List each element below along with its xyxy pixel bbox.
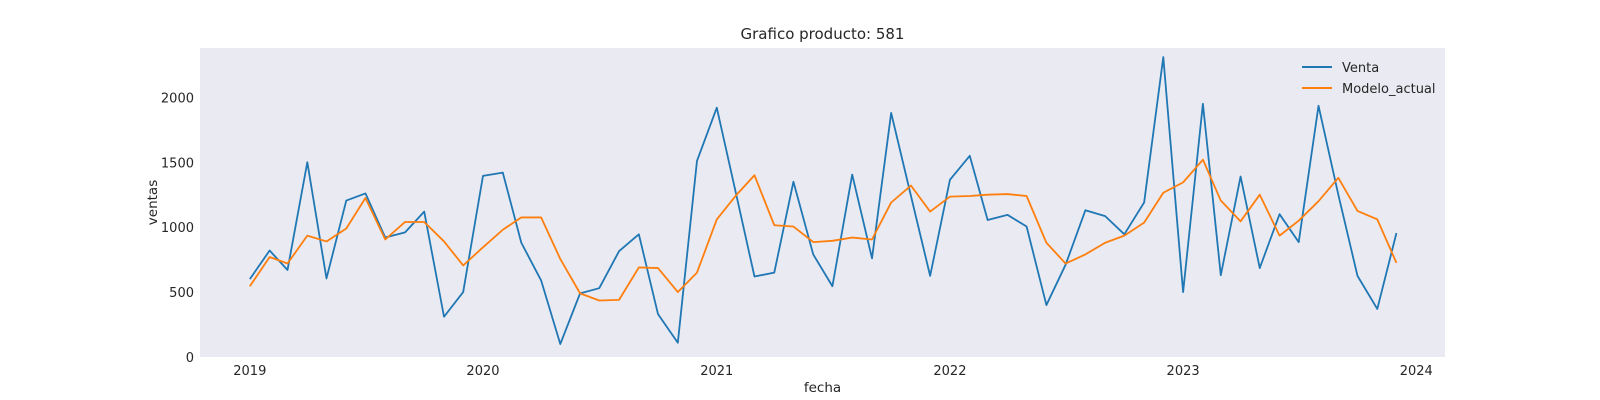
x-tick-label: 2020 bbox=[466, 364, 499, 379]
y-axis-ticks: 0 500 1000 1500 2000 bbox=[161, 91, 194, 366]
legend-label: Modelo_actual bbox=[1342, 82, 1436, 97]
x-tick-label: 2022 bbox=[933, 364, 966, 379]
legend: Venta Modelo_actual bbox=[1302, 61, 1436, 97]
x-axis-ticks: 2019 2020 2021 2022 2023 2024 bbox=[233, 364, 1433, 379]
x-tick-label: 2023 bbox=[1167, 364, 1200, 379]
legend-label: Venta bbox=[1342, 61, 1379, 76]
y-tick-label: 1500 bbox=[161, 156, 194, 171]
y-tick-label: 2000 bbox=[161, 91, 194, 106]
series-line-modelo-actual bbox=[249, 158, 1398, 302]
y-tick-label: 0 bbox=[186, 351, 194, 366]
series-layer bbox=[249, 56, 1398, 345]
plot-area bbox=[200, 48, 1445, 357]
x-tick-label: 2021 bbox=[700, 364, 733, 379]
y-axis-label: ventas bbox=[145, 180, 161, 225]
y-tick-label: 1000 bbox=[161, 221, 194, 236]
y-tick-label: 500 bbox=[169, 286, 194, 301]
x-axis-label: fecha bbox=[804, 380, 841, 396]
series-line-venta bbox=[249, 56, 1398, 345]
x-tick-label: 2019 bbox=[233, 364, 266, 379]
x-tick-label: 2024 bbox=[1400, 364, 1433, 379]
chart-title: Grafico producto: 581 bbox=[741, 25, 905, 43]
